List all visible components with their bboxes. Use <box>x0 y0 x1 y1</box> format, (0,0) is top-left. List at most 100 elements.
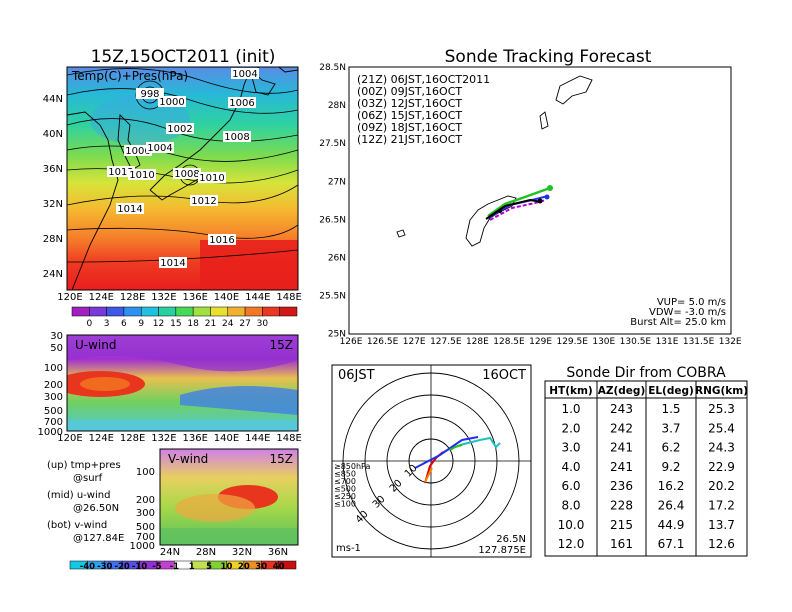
tracking-lon-tick: 126E <box>340 337 363 347</box>
table-cell: 1.0 <box>561 402 580 416</box>
tracking-lon-tick: 128E <box>466 337 489 347</box>
island <box>396 229 406 238</box>
vwind-x-tick: 28N <box>196 547 216 558</box>
polar-lat: 26.5N <box>496 534 526 545</box>
table-cell: 4.0 <box>561 460 580 474</box>
vwind-x-tick: 32N <box>232 547 252 558</box>
uwind-y-tick: 500 <box>44 406 63 417</box>
table-cell: 20.2 <box>708 479 735 493</box>
colorbar-swatch <box>175 306 194 317</box>
lon-tick-label: 148E <box>276 292 301 303</box>
tracking-lon-tick: 128.5E <box>493 337 525 347</box>
isobar-label-bg <box>107 166 135 177</box>
uwind-label: U-wind <box>75 338 116 352</box>
wind-colorbar-tick: -40 <box>80 562 95 572</box>
table-cell: 8.0 <box>561 499 580 513</box>
table-cell: 161 <box>610 537 633 551</box>
uwind-x-tick: 148E <box>276 433 301 444</box>
uwind-x-ticks: 120E 124E 128E 132E 136E 140E 144E 148E <box>57 433 302 444</box>
wind-colorbar-tick: -30 <box>97 562 112 572</box>
isobar-label-bg <box>208 234 236 245</box>
colorbar-swatch <box>71 306 90 317</box>
tracking-lon-ticks: 126E 126.5E 127E 127.5E 128E 128.5E 129E 129.5E… <box>340 337 742 347</box>
isobar-label: 1016 <box>209 235 234 246</box>
isobar-label-bg <box>223 131 251 142</box>
polar-level-legend-item: ≤850 <box>334 470 356 479</box>
table-cell: 243 <box>610 402 633 416</box>
colorbar-swatch <box>279 306 298 317</box>
lat-tick-label: 40N <box>43 129 63 140</box>
vwind-time: 15Z <box>270 452 294 466</box>
lat-tick-label: 36N <box>43 164 63 175</box>
tracking-param: VDW= -3.0 m/s <box>649 307 726 318</box>
isobar-label-bg <box>128 169 156 180</box>
uwind-y-tick: 100 <box>44 363 63 374</box>
uwind-y-tick: 700 <box>44 417 63 428</box>
polar-level-legend-item: ≤250 <box>334 492 356 501</box>
vwind-x-ticks: 24N 28N 32N 36N <box>160 547 288 558</box>
polar-level-legend-item: ≤700 <box>334 477 356 486</box>
uwind-time: 15Z <box>270 338 294 352</box>
tracking-lat-tick: 27N <box>328 177 346 187</box>
colorbar-tick-label: 12 <box>153 319 164 329</box>
tracking-lat-tick: 28.5N <box>319 63 346 73</box>
tracking-lon-tick: 132E <box>719 337 742 347</box>
table-cell: 236 <box>610 479 633 493</box>
tracking-lon-tick: 131.5E <box>683 337 715 347</box>
colorbar-tick-label: 18 <box>187 319 199 329</box>
note-line-2: @surf <box>73 473 103 484</box>
table-cell: 1.5 <box>661 402 680 416</box>
isobar-label-bg <box>190 195 218 206</box>
tracking-lon-tick: 129E <box>529 337 552 347</box>
table-cell: 44.9 <box>658 518 685 532</box>
table-cell: 24.3 <box>708 441 735 455</box>
tracking-map <box>348 66 732 335</box>
tracking-lat-tick: 25.5N <box>319 292 346 302</box>
table-cell: 215 <box>610 518 633 532</box>
table-cell: 2.0 <box>561 421 580 435</box>
tracking-legend-item: (12Z) 21JST,16OCT <box>357 133 462 146</box>
tracking-legend: (21Z) 06JST,16OCT2011(00Z) 09JST,16OCT(0… <box>357 73 490 146</box>
isobar-label-bg <box>159 257 187 268</box>
colorbar-tick-label: 3 <box>104 319 110 329</box>
isobar-label: 1006 <box>125 146 150 157</box>
table-cell: 242 <box>610 421 633 435</box>
colorbar-swatch <box>89 306 107 317</box>
tracking-legend-item: (03Z) 12JST,16OCT <box>357 97 462 110</box>
colorbar-tick-label: 21 <box>205 319 216 329</box>
note-line-2: @127.84E <box>73 533 124 544</box>
uwind-x-tick: 128E <box>120 433 145 444</box>
tracking-lat-ticks: 28.5N 28N 27.5N 27N 26.5N 26N 25.5N 25N <box>319 63 346 340</box>
uwind-x-tick: 144E <box>245 433 270 444</box>
colorbar-swatch <box>140 306 159 317</box>
isobar-label-bg <box>136 88 164 99</box>
lat-tick-label: 32N <box>43 199 63 210</box>
colorbar-swatch <box>106 306 125 317</box>
lon-tick-label: 136E <box>182 292 207 303</box>
table-header-cell: HT(km) <box>549 385 592 397</box>
wind-colorbar-tick: 10 <box>221 562 233 572</box>
isobar-label: 1014 <box>117 204 142 215</box>
tracking-param: Burst Alt= 25.0 km <box>630 317 726 328</box>
colorbar-swatch <box>262 306 280 317</box>
table-header-cell: AZ(deg) <box>598 385 646 397</box>
uwind-y-tick: 50 <box>50 343 63 354</box>
polar-level-legend: ≥850hPa≤850≤700≤500≤250≤100 <box>334 462 371 509</box>
map-title: 15Z,15OCT2011 (init) <box>91 47 276 67</box>
isobar-label-bg <box>198 172 226 183</box>
table-cell: 13.7 <box>708 518 735 532</box>
temperature-colorbar: 0 3 6 9 12 15 18 21 24 27 30 <box>71 306 298 329</box>
table-cell: 6.0 <box>561 479 580 493</box>
table-header-cell: EL(deg) <box>648 385 694 397</box>
uwind-y-tick: 30 <box>50 331 63 342</box>
isobar-label-bg <box>231 68 259 79</box>
polar-level-legend-item: ≤500 <box>334 485 356 494</box>
note-line-1: (bot) v-wind <box>47 520 107 531</box>
tracking-lon-tick: 130E <box>592 337 615 347</box>
uwind-x-tick: 120E <box>57 433 82 444</box>
table-cell: 25.3 <box>708 402 735 416</box>
note-line-1: (mid) u-wind <box>47 490 110 501</box>
colorbar-swatch <box>192 306 211 317</box>
